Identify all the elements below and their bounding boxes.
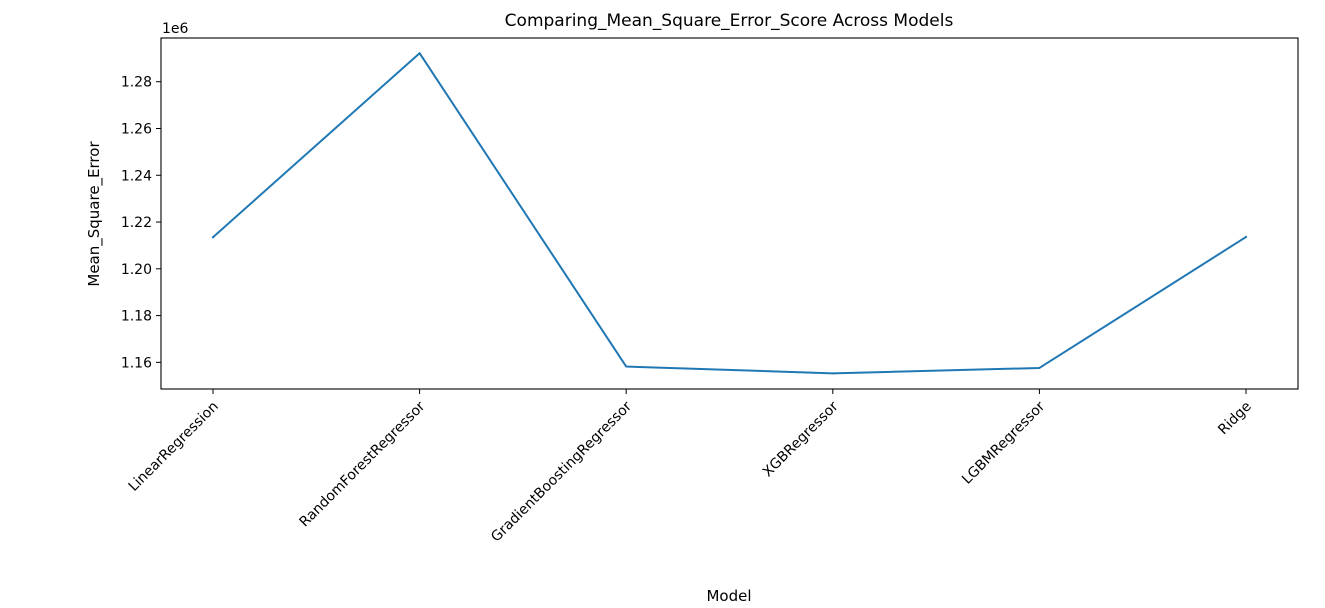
- data-point: [625, 365, 628, 368]
- chart-title: Comparing_Mean_Square_Error_Score Across…: [505, 11, 954, 31]
- data-point: [418, 52, 421, 55]
- y-axis-title: Mean_Square_Error: [85, 141, 104, 287]
- data-point: [831, 372, 834, 375]
- data-point: [1038, 366, 1041, 369]
- y-tick-label: 1.18: [121, 309, 152, 325]
- plot-frame: [160, 37, 1299, 390]
- y-tick-label: 1.22: [121, 215, 152, 231]
- y-tick-label: 1.16: [121, 355, 152, 371]
- data-point: [212, 236, 214, 239]
- data-point: [1245, 236, 1247, 239]
- x-axis-title: Model: [706, 587, 751, 605]
- y-tick-label: 1.28: [121, 75, 152, 91]
- series-layer: [211, 52, 1248, 375]
- y-tick-label: 1.20: [121, 262, 152, 278]
- y-tick-label: 1.26: [121, 121, 152, 137]
- y-axis: 1.16 1.18 1.20 1.22 1.24 1.26 1.28: [121, 75, 161, 371]
- y-offset-label: 1e6: [162, 21, 189, 37]
- series-line: [211, 52, 1248, 375]
- y-tick-label: 1.24: [121, 168, 152, 184]
